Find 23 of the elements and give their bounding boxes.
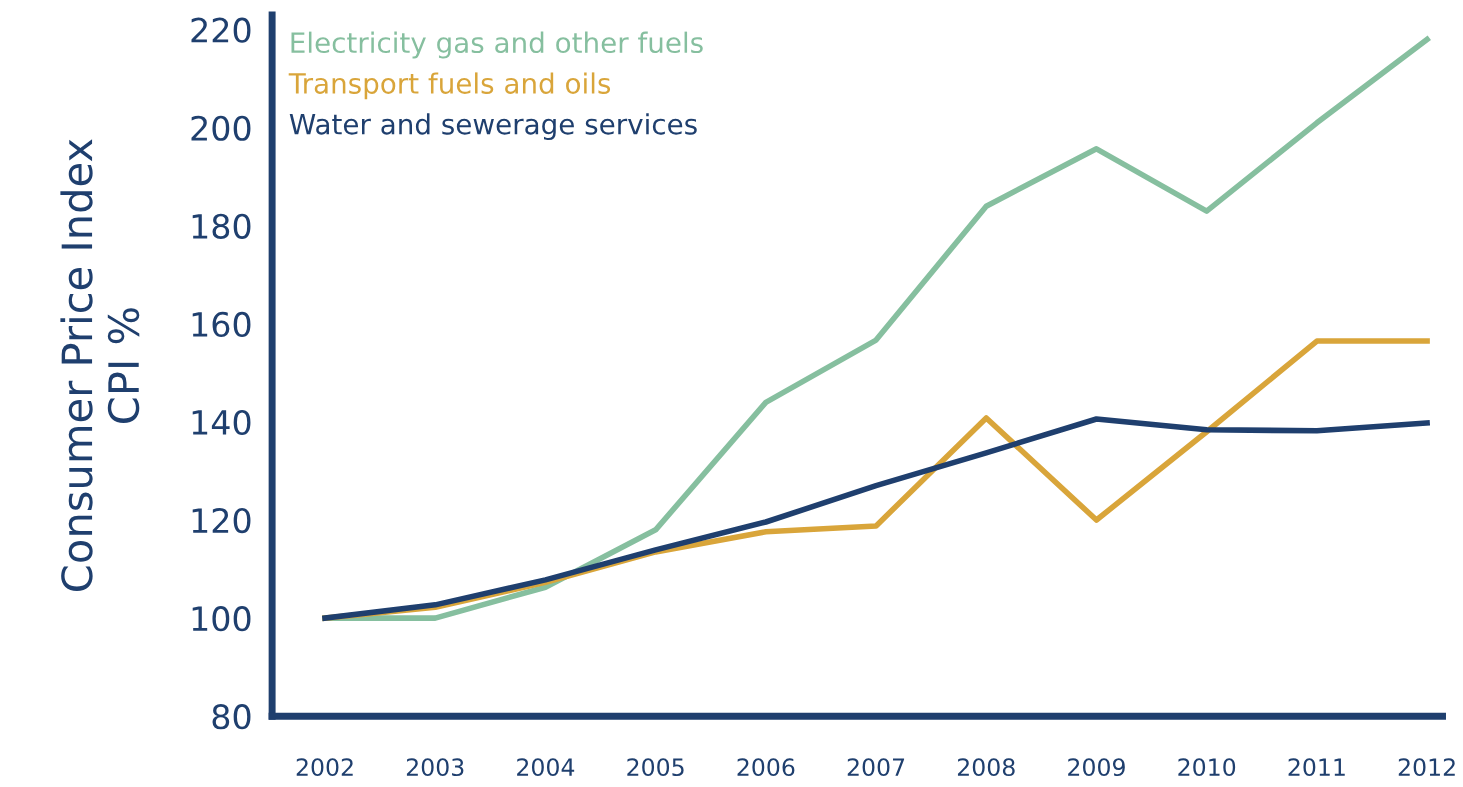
- x-tick-label: 2011: [1288, 758, 1345, 777]
- y-tick-label: 200: [191, 115, 251, 141]
- x-tick-label: 2005: [627, 758, 684, 777]
- x-tick-label: 2002: [296, 758, 353, 777]
- x-tick-label: 2010: [1178, 758, 1236, 777]
- y-tick-label: 180: [192, 213, 251, 239]
- y-tick-label: 120: [192, 507, 251, 534]
- x-tick-label: 2007: [847, 758, 905, 777]
- x-tick-label: 2012: [1398, 758, 1455, 777]
- y-tick-label: 100: [192, 606, 251, 632]
- text: Transport fuels and oils: [288, 72, 611, 100]
- x-tick-label: 2003: [406, 758, 464, 777]
- text: Water and sewerage services: [289, 113, 697, 141]
- text: Electricity gas and other fuels: [291, 31, 703, 59]
- x-tick-label: 2009: [1068, 758, 1125, 777]
- x-tick-label: 2008: [957, 758, 1015, 777]
- x-tick-label: 2006: [737, 758, 795, 777]
- y-axis-title: Consumer Price Index CPI %: [60, 139, 140, 591]
- y-tick-label: 80: [212, 704, 251, 730]
- y-tick-label: 160: [192, 311, 251, 338]
- x-tick-label: 2004: [517, 758, 575, 777]
- y-tick-label: 140: [192, 409, 251, 436]
- y-tick-label: 220: [191, 17, 251, 43]
